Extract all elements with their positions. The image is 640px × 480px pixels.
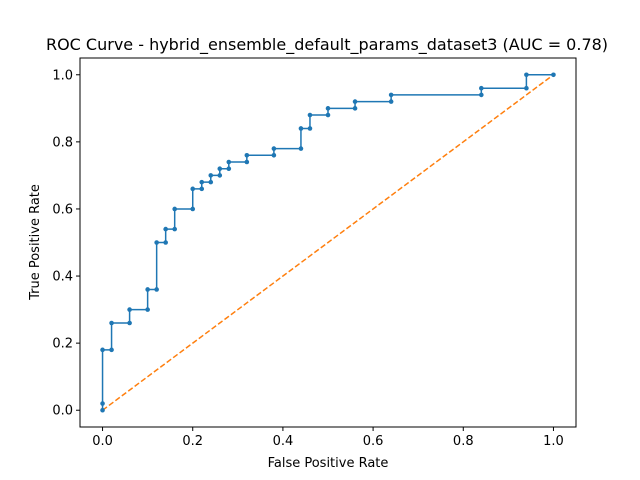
roc-point — [388, 99, 394, 104]
roc-point — [307, 112, 313, 118]
y-tick-label: 0.6 — [52, 202, 73, 217]
roc-point — [298, 146, 304, 151]
roc-point — [352, 106, 358, 111]
x-tick-label: 1.0 — [543, 434, 564, 449]
roc-point — [100, 407, 105, 413]
roc-point — [109, 320, 114, 326]
y-tick-label: 0.2 — [52, 337, 73, 352]
x-tick-label: 0.0 — [92, 434, 113, 449]
plot-area — [100, 72, 556, 413]
roc-point — [524, 85, 529, 91]
roc-point — [100, 347, 105, 353]
roc-point — [100, 401, 105, 406]
roc-point — [109, 347, 114, 353]
roc-point — [217, 173, 223, 178]
roc-point — [244, 152, 250, 158]
y-tick-label: 0.4 — [52, 270, 73, 285]
roc-point — [145, 307, 150, 312]
roc-point — [127, 307, 132, 312]
roc-point — [551, 72, 556, 78]
chart-title: ROC Curve - hybrid_ensemble_default_para… — [46, 35, 608, 55]
roc-point — [325, 112, 331, 118]
plot-frame — [79, 57, 577, 428]
roc-point — [127, 320, 132, 326]
roc-point — [388, 92, 394, 98]
roc-point — [163, 226, 168, 232]
roc-point — [479, 85, 484, 91]
y-axis-label: True Positive Rate — [28, 184, 43, 301]
roc-point — [163, 240, 168, 245]
y-tick-label: 0.0 — [52, 404, 73, 419]
roc-point — [190, 186, 196, 192]
roc-point — [208, 179, 214, 185]
x-tick-label: 0.2 — [182, 434, 203, 449]
roc-point — [217, 166, 223, 171]
roc-point — [199, 186, 205, 192]
roc-point — [172, 226, 177, 232]
x-tick-label: 0.8 — [453, 434, 474, 449]
x-tick-label: 0.6 — [363, 434, 384, 449]
x-axis-label: False Positive Rate — [268, 456, 389, 471]
x-axis: 0.0 0.2 0.4 0.6 0.8 1.0 — [92, 427, 564, 449]
roc-point — [199, 179, 205, 185]
y-tick-label: 0.8 — [52, 135, 73, 150]
roc-point — [325, 106, 331, 111]
roc-point — [145, 287, 150, 292]
chance-line — [102, 74, 554, 411]
y-axis: 0.0 0.2 0.4 0.6 0.8 1.0 — [52, 68, 80, 419]
roc-point — [271, 152, 277, 158]
roc-point — [154, 240, 159, 245]
roc-point — [226, 166, 232, 171]
roc-point — [208, 173, 214, 178]
y-tick-label: 1.0 — [52, 68, 73, 83]
roc-point — [226, 159, 232, 165]
roc-point — [271, 146, 277, 151]
x-tick-label: 0.4 — [273, 434, 294, 449]
roc-point — [307, 126, 313, 131]
roc-point — [172, 206, 177, 212]
roc-point — [190, 206, 196, 212]
roc-point — [154, 287, 159, 292]
roc-point — [352, 99, 358, 104]
roc-point — [524, 72, 529, 78]
roc-point — [298, 126, 304, 131]
roc-point — [479, 92, 484, 98]
roc-point — [244, 159, 250, 165]
